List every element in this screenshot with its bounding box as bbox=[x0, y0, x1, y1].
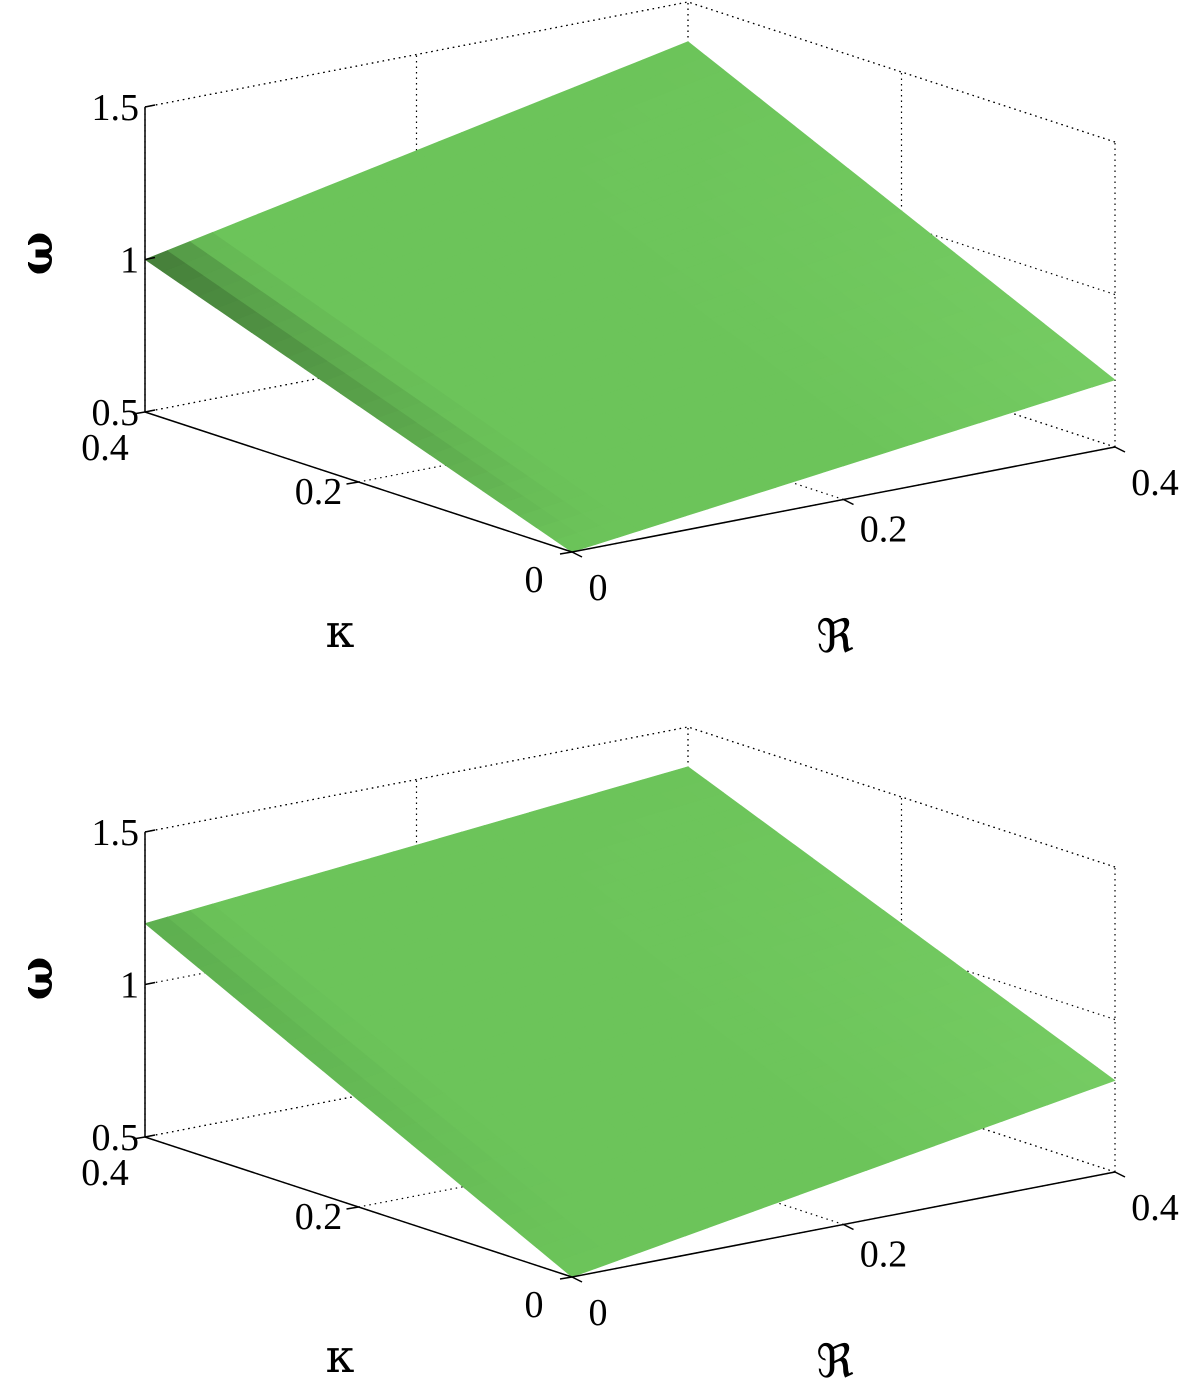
grid-line bbox=[687, 1, 1116, 143]
kappa-tick-mark bbox=[559, 1276, 573, 1280]
omega-tick-mark bbox=[144, 981, 156, 986]
omega-tick-mark bbox=[144, 104, 156, 108]
z-tick-label: 1.5 bbox=[92, 87, 140, 129]
kappa-tick-mark bbox=[346, 481, 359, 485]
tick-labels: 0.5 1 1.5 0 0.2 0.4 0 0.2 0.4 bbox=[81, 812, 1179, 1334]
r-tick-label: 0.4 bbox=[1131, 1187, 1179, 1229]
kappa-tick-mark bbox=[346, 1206, 359, 1210]
omega-axis-label: ω bbox=[9, 957, 63, 1001]
kappa-axis-label: κ bbox=[326, 604, 355, 658]
r-axis-label: ℜ bbox=[816, 609, 853, 663]
r-tick-mark bbox=[843, 1223, 854, 1231]
r-tick-mark bbox=[1114, 446, 1126, 453]
axis-labels: ω κ ℜ bbox=[9, 232, 854, 663]
z-tick-label: 1.5 bbox=[92, 812, 140, 854]
axes bbox=[132, 104, 1126, 558]
kappa-tick-label: 0 bbox=[525, 559, 544, 601]
surface bbox=[144, 766, 1116, 1278]
z-tick-label: 1 bbox=[120, 240, 139, 282]
axes bbox=[132, 829, 1126, 1283]
surface bbox=[144, 41, 1116, 553]
z-tick-label: 0.5 bbox=[92, 392, 140, 434]
omega-axis-label: ω bbox=[9, 232, 63, 276]
surface-patch bbox=[664, 766, 707, 787]
surface-plot-top: 0.5 1 1.5 0 0.2 0.4 0 0.2 0.4 ω κ ℜ bbox=[9, 1, 1179, 663]
r-tick-label: 0 bbox=[589, 1292, 608, 1334]
r-tick-label: 0.2 bbox=[860, 509, 908, 551]
kappa-tick-label: 0 bbox=[525, 1284, 544, 1326]
surface-patch bbox=[664, 41, 707, 66]
kappa-tick-label: 0.2 bbox=[295, 1196, 343, 1238]
r-tick-label: 0 bbox=[589, 567, 608, 609]
r-tick-label: 0.4 bbox=[1131, 462, 1179, 504]
r-tick-mark bbox=[571, 1276, 583, 1283]
grid-line bbox=[687, 726, 1116, 868]
omega-tick-mark bbox=[144, 1134, 156, 1138]
axis-labels: ω κ ℜ bbox=[9, 957, 854, 1388]
kappa-tick-label: 0.4 bbox=[81, 427, 129, 469]
r-tick-mark bbox=[571, 551, 583, 558]
z-tick-label: 0.5 bbox=[92, 1117, 140, 1159]
kappa-tick-label: 0.4 bbox=[81, 1152, 129, 1194]
kappa-tick-label: 0.2 bbox=[295, 471, 343, 513]
r-axis-label: ℜ bbox=[816, 1334, 853, 1388]
kappa-tick-mark bbox=[559, 551, 573, 555]
r-tick-mark bbox=[843, 498, 854, 506]
z-tick-label: 1 bbox=[120, 965, 139, 1007]
kappa-tick-mark bbox=[132, 411, 146, 415]
omega-tick-mark bbox=[144, 409, 156, 413]
tick-labels: 0.5 1 1.5 0 0.2 0.4 0 0.2 0.4 bbox=[81, 87, 1179, 609]
surface-plot-bottom: 0.5 1 1.5 0 0.2 0.4 0 0.2 0.4 ω κ ℜ bbox=[9, 726, 1179, 1388]
kappa-tick-mark bbox=[132, 1136, 146, 1140]
r-tick-mark bbox=[1114, 1171, 1126, 1178]
r-tick-label: 0.2 bbox=[860, 1234, 908, 1276]
omega-tick-mark bbox=[144, 829, 156, 833]
kappa-axis-label: κ bbox=[326, 1329, 355, 1383]
omega-tick-mark bbox=[144, 256, 156, 261]
